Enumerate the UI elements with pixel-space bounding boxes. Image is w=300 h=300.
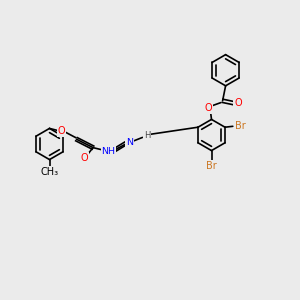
- Text: O: O: [205, 103, 212, 113]
- Text: CH₃: CH₃: [40, 167, 58, 177]
- Text: O: O: [81, 153, 88, 163]
- Text: N: N: [126, 138, 133, 147]
- Text: O: O: [234, 98, 242, 108]
- Text: Br: Br: [235, 121, 246, 131]
- Text: NH: NH: [102, 147, 116, 156]
- Text: Br: Br: [206, 161, 217, 171]
- Text: H: H: [144, 131, 150, 140]
- Text: O: O: [57, 126, 65, 136]
